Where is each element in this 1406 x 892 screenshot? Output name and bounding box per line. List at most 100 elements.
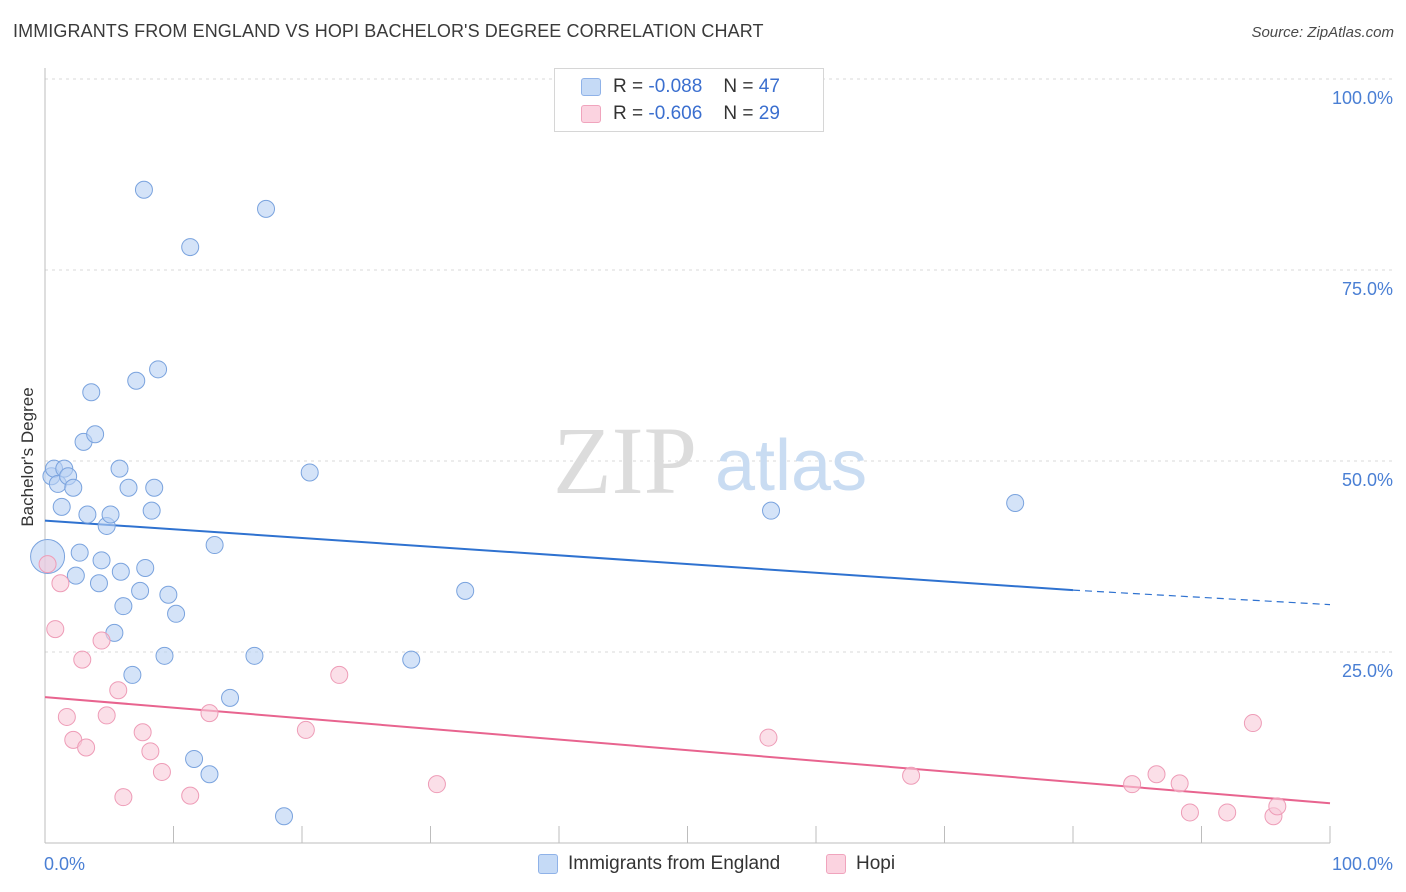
legend-r-value: -0.088 bbox=[648, 76, 703, 97]
point-england bbox=[101, 505, 120, 524]
point-hopi bbox=[1243, 714, 1262, 733]
point-england bbox=[275, 807, 294, 826]
point-england bbox=[127, 371, 146, 390]
point-england bbox=[159, 585, 178, 604]
point-hopi bbox=[133, 723, 152, 742]
point-hopi bbox=[51, 574, 70, 593]
point-england bbox=[1006, 494, 1025, 513]
x-tick-label: 100.0% bbox=[1332, 854, 1393, 874]
point-hopi bbox=[330, 665, 349, 684]
legend-n-value: 29 bbox=[758, 103, 780, 124]
point-england bbox=[52, 497, 71, 516]
point-england bbox=[205, 536, 224, 555]
point-england bbox=[221, 688, 240, 707]
point-england bbox=[167, 604, 186, 623]
source-label: Source: ZipAtlas.com bbox=[1251, 24, 1394, 41]
point-england bbox=[149, 360, 168, 379]
legend-r-label: R = bbox=[613, 103, 644, 124]
watermark: ZIP atlas bbox=[553, 407, 867, 514]
chart-title: IMMIGRANTS FROM ENGLAND VS HOPI BACHELOR… bbox=[13, 21, 764, 41]
point-hopi bbox=[1218, 803, 1237, 822]
legend-row-hopi: R = -0.606 N = 29 bbox=[581, 103, 780, 125]
point-hopi bbox=[141, 742, 160, 761]
point-hopi bbox=[200, 704, 219, 723]
point-england bbox=[145, 478, 164, 497]
bottom-legend-hopi[interactable]: Hopi bbox=[826, 852, 895, 876]
trend-lines bbox=[44, 519, 1331, 805]
stats-legend: R = -0.088 N = 47 R = -0.606 N = 29 bbox=[554, 68, 824, 132]
point-hopi bbox=[759, 728, 778, 747]
trend-line-england-extension bbox=[1072, 589, 1331, 606]
point-hopi bbox=[152, 762, 171, 781]
point-hopi bbox=[1147, 765, 1166, 784]
point-england bbox=[110, 459, 129, 478]
x-tick-label: 0.0% bbox=[44, 854, 85, 874]
y-tick-label: 50.0% bbox=[1342, 470, 1393, 490]
point-england bbox=[92, 551, 111, 570]
y-axis-label: Bachelor's Degree bbox=[18, 387, 37, 526]
point-england bbox=[185, 749, 204, 768]
point-hopi bbox=[46, 620, 65, 639]
point-hopi bbox=[1170, 774, 1189, 793]
point-england bbox=[456, 581, 475, 600]
bottom-legend-label-england: Immigrants from England bbox=[568, 853, 781, 874]
legend-r-label: R = bbox=[613, 76, 644, 97]
point-england bbox=[119, 478, 138, 497]
point-england bbox=[66, 566, 85, 585]
bottom-legend-england[interactable]: Immigrants from England bbox=[538, 852, 780, 876]
trend-line-hopi bbox=[44, 696, 1331, 805]
point-england bbox=[134, 180, 153, 199]
point-england bbox=[402, 650, 421, 669]
point-hopi bbox=[109, 681, 128, 700]
legend-n-value: 47 bbox=[758, 76, 780, 97]
point-england bbox=[142, 501, 161, 520]
legend-n-label: N = bbox=[723, 76, 754, 97]
bottom-legend-label-hopi: Hopi bbox=[856, 853, 896, 874]
point-hopi bbox=[1268, 797, 1287, 816]
y-tick-label: 25.0% bbox=[1342, 661, 1393, 681]
y-tick-label: 100.0% bbox=[1332, 88, 1393, 108]
point-england bbox=[762, 501, 781, 520]
point-hopi bbox=[38, 555, 57, 574]
point-england bbox=[123, 665, 142, 684]
point-england bbox=[89, 574, 108, 593]
watermark-atlas: atlas bbox=[715, 426, 867, 506]
point-hopi bbox=[114, 788, 133, 807]
point-hopi bbox=[97, 706, 116, 725]
point-hopi bbox=[902, 766, 921, 785]
point-hopi bbox=[92, 631, 111, 650]
point-hopi bbox=[181, 786, 200, 805]
legend-n-label: N = bbox=[723, 103, 754, 124]
point-england bbox=[300, 463, 319, 482]
point-hopi bbox=[427, 775, 446, 794]
point-hopi bbox=[1180, 803, 1199, 822]
y-tick-label: 75.0% bbox=[1342, 279, 1393, 299]
point-hopi bbox=[77, 738, 96, 757]
point-england bbox=[200, 765, 219, 784]
point-england bbox=[82, 383, 101, 402]
legend-r-value: -0.606 bbox=[648, 103, 703, 124]
point-hopi bbox=[57, 707, 76, 726]
bottom-legend-swatch-hopi bbox=[826, 854, 846, 874]
point-england bbox=[245, 646, 264, 665]
bottom-legend-swatch-england bbox=[538, 854, 558, 874]
y-tick-labels: 100.0% 75.0% 50.0% 25.0% bbox=[1332, 88, 1393, 681]
point-england bbox=[70, 543, 89, 562]
point-hopi bbox=[296, 720, 315, 739]
point-hopi bbox=[1123, 775, 1142, 794]
point-england bbox=[257, 199, 276, 218]
watermark-zip: ZIP bbox=[553, 407, 697, 514]
x-tick-labels: 0.0% 100.0% bbox=[44, 854, 1393, 874]
point-england bbox=[181, 238, 200, 257]
point-england bbox=[64, 478, 83, 497]
point-hopi bbox=[73, 650, 92, 669]
legend-row-england: R = -0.088 N = 47 bbox=[581, 76, 780, 98]
legend-swatch-england bbox=[581, 78, 601, 96]
point-england bbox=[131, 581, 150, 600]
legend-swatch-hopi bbox=[581, 105, 601, 123]
point-england bbox=[78, 505, 97, 524]
point-england bbox=[114, 597, 133, 616]
trend-line-england bbox=[44, 519, 1074, 592]
point-england bbox=[86, 425, 105, 444]
